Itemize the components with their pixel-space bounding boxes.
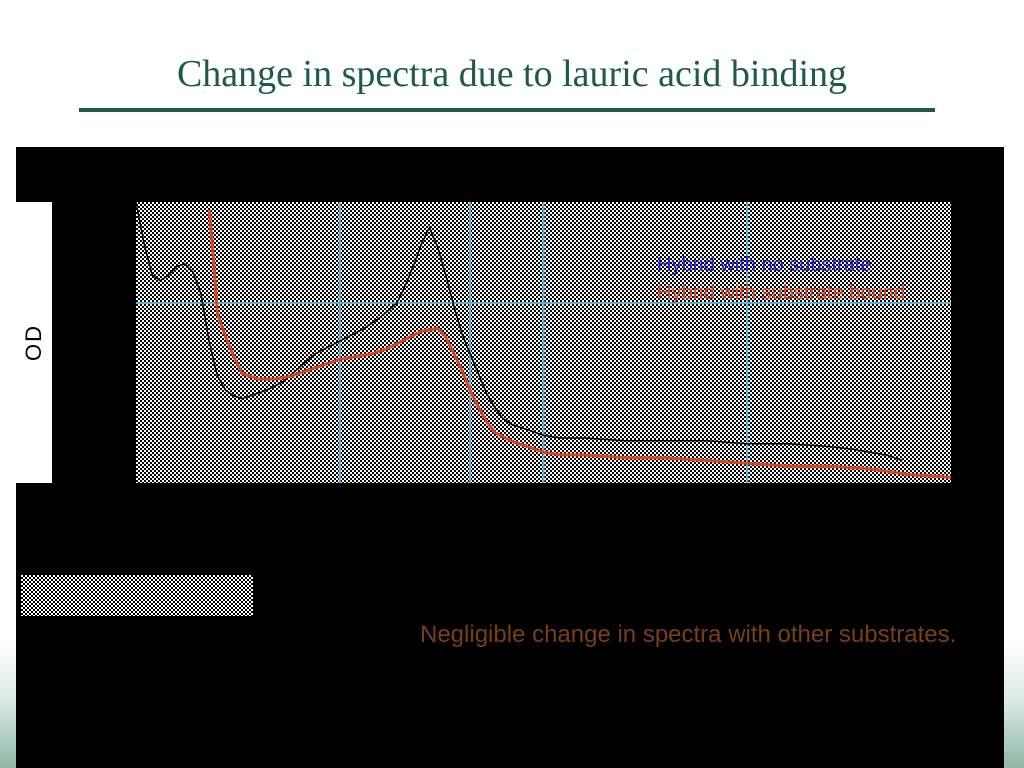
title-divider bbox=[79, 108, 935, 112]
y-axis-label: OD bbox=[21, 324, 46, 361]
legend-entry-substrate-bound: Hybrid with substrate bound bbox=[657, 282, 905, 304]
series-line-no-substrate bbox=[136, 202, 903, 462]
y-axis-label-panel: OD bbox=[16, 202, 52, 483]
slide-title: Change in spectra due to lauric acid bin… bbox=[176, 53, 848, 95]
series-line-substrate-bound bbox=[207, 210, 951, 479]
spectra-figure: OD Hybrid with no substrate Hybrid with … bbox=[16, 147, 1004, 768]
legend-entry-no-substrate: Hybrid with no substrate bbox=[657, 254, 872, 276]
plot-area: Hybrid with no substrate Hybrid with sub… bbox=[136, 202, 951, 483]
spectra-chart bbox=[136, 202, 951, 483]
pattern-swatch bbox=[21, 575, 253, 616]
slide-caption: Negligible change in spectra with other … bbox=[420, 621, 957, 648]
